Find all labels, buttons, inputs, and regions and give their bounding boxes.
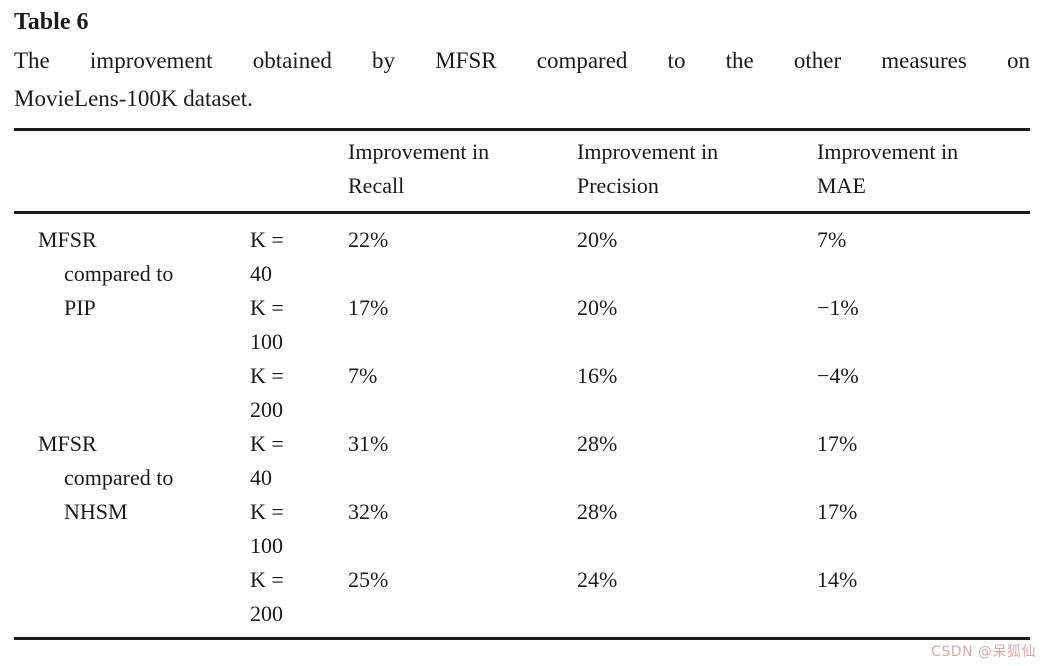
k-cell: K = 100 <box>250 499 284 558</box>
precision-cell: 20% <box>577 227 618 252</box>
table-number-heading: Table 6 <box>14 9 89 35</box>
recall-cell: 17% <box>348 295 389 320</box>
mae-cell: 17% <box>817 499 858 524</box>
k-cell: K = 100 <box>250 295 284 354</box>
column-header-recall: Improvement in Recall <box>348 131 577 214</box>
precision-cell: 28% <box>577 431 618 456</box>
mae-cell: −4% <box>817 363 859 388</box>
mae-cell: 17% <box>817 431 858 456</box>
recall-cell: 22% <box>348 227 389 252</box>
k-cell: K = 200 <box>250 567 284 626</box>
precision-cell: 28% <box>577 499 618 524</box>
recall-cell: 32% <box>348 499 389 524</box>
row-pip-k200: K = 200 7% 16% −4% <box>14 359 1030 427</box>
group-label-nhsm: MFSR compared to NHSM <box>38 431 174 524</box>
k-cell: K = 40 <box>250 431 284 490</box>
row-nhsm-k40: MFSR compared to NHSM K = 40 31% 28% 17% <box>14 427 1030 524</box>
header-spacer-k <box>250 131 348 214</box>
csdn-watermark: CSDN @呆狐仙 <box>931 644 1036 660</box>
k-cell: K = 200 <box>250 363 284 422</box>
precision-cell: 20% <box>577 295 618 320</box>
row-pip-k100: K = 100 17% 20% −1% <box>14 291 1030 359</box>
header-spacer-group <box>14 131 250 214</box>
column-header-mae: Improvement in MAE <box>817 131 1030 214</box>
improvement-table: Improvement in Recall Improvement in Pre… <box>14 131 1030 637</box>
row-pip-k40: MFSR compared to PIP K = 40 22% 20% 7% <box>14 213 1030 320</box>
k-cell: K = 40 <box>250 227 284 286</box>
precision-cell: 16% <box>577 363 618 388</box>
caption-line-1: The improvement obtained by MFSR compare… <box>14 48 1030 73</box>
recall-cell: 7% <box>348 363 378 388</box>
mae-cell: −1% <box>817 295 859 320</box>
row-nhsm-k100: K = 100 32% 28% 17% <box>14 495 1030 563</box>
column-header-precision: Improvement in Precision <box>577 131 817 214</box>
caption-line-2: MovieLens-100K dataset. <box>14 86 253 111</box>
row-nhsm-k200: K = 200 25% 24% 14% <box>14 563 1030 637</box>
precision-cell: 24% <box>577 567 618 592</box>
recall-cell: 31% <box>348 431 389 456</box>
mae-cell: 7% <box>817 227 847 252</box>
recall-cell: 25% <box>348 567 389 592</box>
data-table-frame: Improvement in Recall Improvement in Pre… <box>14 128 1030 640</box>
group-label-pip: MFSR compared to PIP <box>38 227 174 320</box>
table-caption: The improvement obtained by MFSR compare… <box>14 42 1030 118</box>
mae-cell: 14% <box>817 567 858 592</box>
header-row: Improvement in Recall Improvement in Pre… <box>14 131 1030 214</box>
